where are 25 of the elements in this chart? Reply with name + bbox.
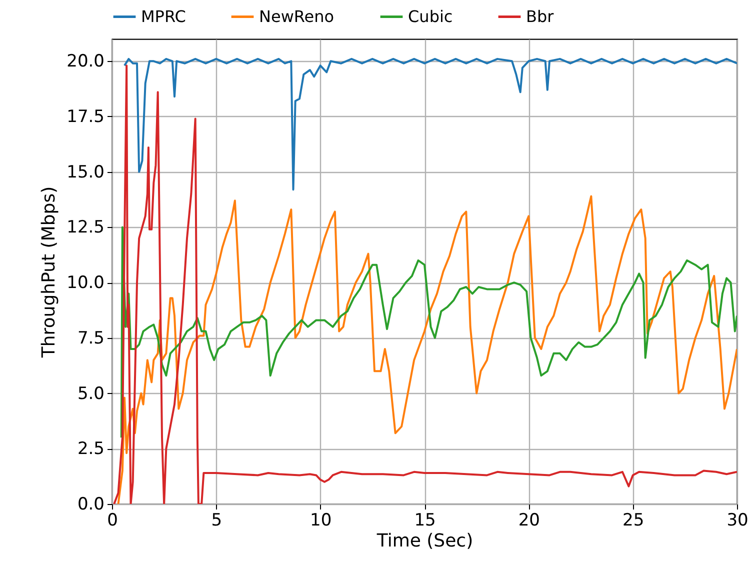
y-tick-label: 20.0 — [66, 52, 104, 72]
y-tick-label: 15.0 — [66, 162, 104, 182]
x-axis-title: Time (Sec) — [376, 530, 474, 552]
y-tick-label: 7.5 — [77, 328, 104, 348]
line-series — [124, 58, 737, 191]
y-tick-label: 12.5 — [66, 218, 104, 238]
x-tick-label: 0 — [107, 510, 118, 530]
y-tick-label: 10.0 — [66, 273, 104, 294]
x-tick-label: 15 — [414, 510, 436, 530]
line-series — [117, 195, 737, 504]
legend-label: Cubic — [408, 6, 453, 26]
y-tick-label: 17.5 — [66, 107, 104, 127]
x-tick-label: 10 — [310, 510, 332, 530]
x-tick-label: 5 — [211, 510, 222, 530]
legend-label: MPRC — [141, 6, 186, 26]
x-tick-label: 25 — [622, 510, 644, 530]
y-tick-label: 2.5 — [77, 439, 104, 460]
y-tick-label: 5.0 — [77, 384, 104, 404]
x-tick-label: 20 — [518, 510, 540, 530]
y-axis-title: ThroughPut (Mbps) — [38, 186, 60, 359]
x-tick-label: 30 — [726, 510, 748, 530]
legend-label: Bbr — [526, 6, 554, 26]
line-series — [120, 226, 737, 439]
y-tick-label: 0.0 — [77, 494, 104, 514]
legend-label: NewReno — [259, 6, 334, 26]
